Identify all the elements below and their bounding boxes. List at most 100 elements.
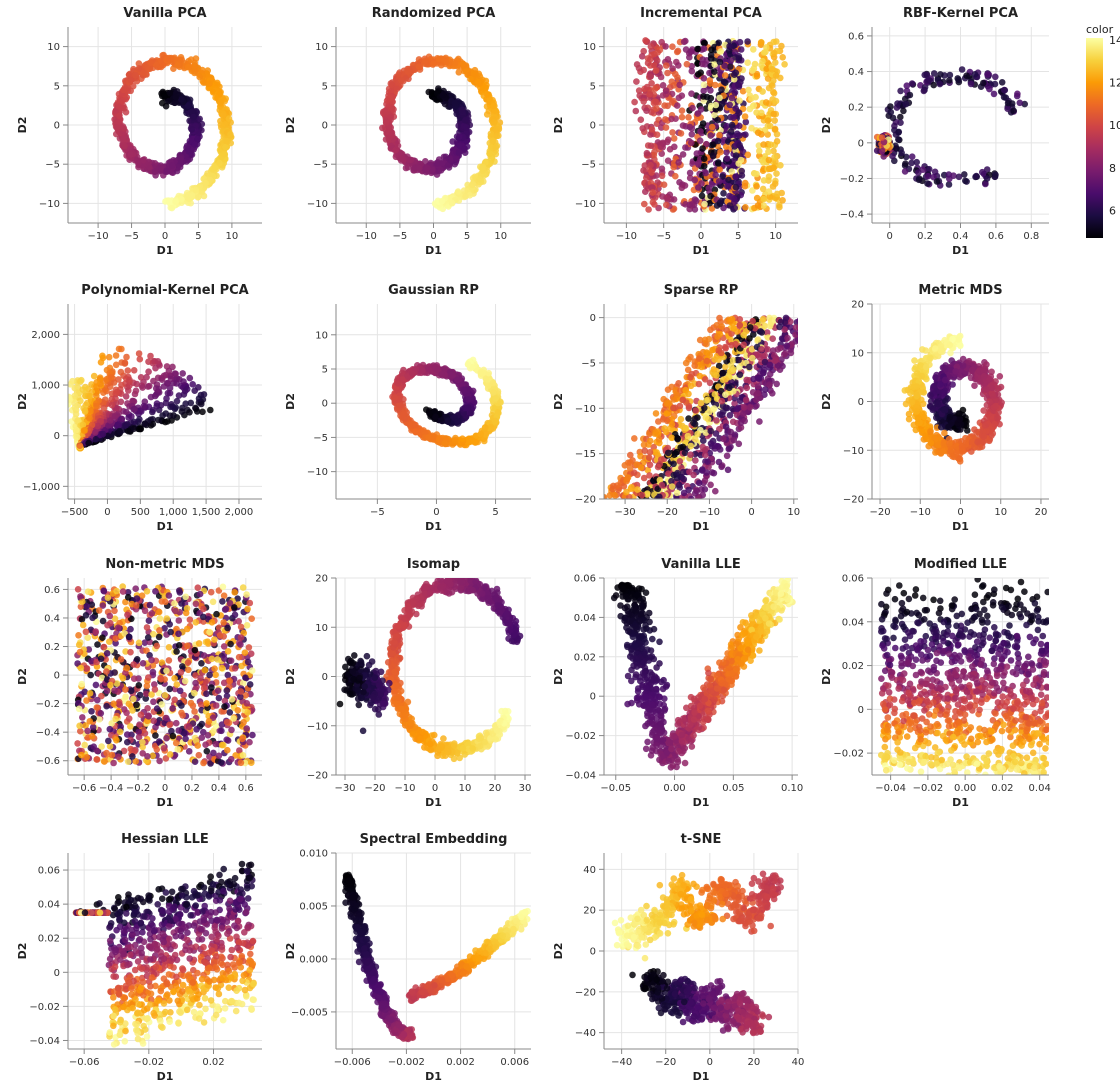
data-point — [429, 166, 436, 173]
data-point — [188, 151, 196, 158]
data-point — [686, 123, 694, 131]
data-point — [640, 98, 647, 105]
data-point — [778, 42, 785, 50]
data-point — [736, 38, 744, 46]
data-point — [754, 202, 762, 209]
y-tick-label: 5 — [322, 81, 328, 92]
data-point — [202, 179, 209, 187]
data-point — [771, 125, 779, 133]
y-tick-label: 0 — [858, 138, 864, 149]
data-point — [439, 159, 446, 167]
data-point — [770, 49, 778, 57]
data-point — [771, 180, 779, 187]
data-point — [728, 168, 736, 175]
data-point — [873, 147, 881, 154]
data-point — [731, 49, 739, 56]
data-point — [127, 77, 135, 84]
data-point — [459, 106, 466, 114]
data-point — [172, 93, 180, 101]
data-point — [135, 60, 143, 67]
data-point — [980, 79, 987, 87]
data-point — [986, 85, 993, 93]
data-point — [750, 65, 758, 72]
data-point — [772, 59, 779, 66]
data-point — [776, 203, 783, 211]
data-point — [701, 39, 708, 47]
data-point — [151, 392, 159, 400]
data-point — [723, 122, 730, 130]
y-tick-label: 10 — [583, 42, 596, 53]
data-point — [648, 169, 655, 176]
data-point — [732, 69, 740, 77]
data-point — [121, 360, 129, 367]
data-point — [697, 106, 705, 113]
data-point — [765, 188, 773, 195]
data-point — [998, 79, 1006, 86]
data-point — [661, 102, 668, 109]
data-point — [1000, 93, 1008, 101]
data-point — [137, 425, 144, 433]
data-point — [741, 179, 749, 187]
data-point — [683, 60, 691, 68]
data-point — [686, 201, 693, 209]
data-point — [744, 151, 752, 159]
data-point — [402, 164, 410, 172]
data-point — [708, 46, 715, 53]
data-point — [921, 71, 928, 79]
y-tick-label: −10 — [39, 199, 60, 210]
data-point — [172, 370, 179, 378]
data-point — [730, 76, 738, 83]
data-point — [668, 115, 675, 123]
data-point — [642, 37, 649, 44]
data-point — [184, 63, 192, 71]
data-point — [770, 147, 777, 155]
data-point — [149, 420, 157, 428]
data-point — [637, 116, 645, 123]
x-tick-label: −5 — [393, 231, 408, 242]
data-point — [897, 113, 904, 121]
data-point — [382, 119, 390, 126]
data-point — [165, 367, 173, 375]
data-point — [653, 98, 660, 106]
data-point — [753, 70, 761, 78]
data-point — [643, 83, 651, 91]
data-point — [887, 108, 895, 116]
data-point — [773, 138, 781, 145]
y-axis-label: D2 — [820, 117, 833, 134]
y-tick-label: −5 — [313, 160, 328, 171]
data-point — [679, 151, 687, 158]
data-point — [668, 78, 676, 85]
x-tick-label: 0.4 — [953, 231, 969, 242]
chart-panel: −500 0 500 1,000 1,500 2,000−1,00001,0002,000… — [16, 283, 262, 533]
data-point — [682, 144, 689, 151]
data-point — [652, 85, 659, 92]
y-tick-label: 2,000 — [31, 330, 60, 341]
data-point — [398, 155, 406, 163]
data-point — [106, 383, 114, 391]
data-point — [709, 152, 717, 160]
data-point — [878, 134, 886, 141]
x-tick-label: 10 — [494, 231, 507, 242]
data-point — [165, 198, 173, 205]
data-point — [686, 174, 694, 182]
data-point — [749, 187, 756, 194]
data-point — [744, 59, 751, 66]
data-point — [675, 62, 682, 69]
data-point — [700, 81, 708, 89]
data-point — [961, 171, 968, 178]
data-point — [925, 76, 932, 84]
chart-title: Incremental PCA — [640, 6, 762, 21]
data-point — [132, 71, 139, 79]
data-point — [493, 132, 501, 140]
data-point — [712, 171, 719, 179]
data-point — [946, 77, 953, 84]
data-point — [946, 71, 954, 79]
data-point — [930, 70, 938, 77]
data-point — [71, 404, 79, 412]
data-point — [640, 47, 647, 55]
data-point — [924, 172, 932, 180]
data-point — [186, 137, 194, 145]
data-point — [979, 168, 986, 176]
data-point — [102, 386, 109, 393]
data-point — [680, 38, 688, 46]
